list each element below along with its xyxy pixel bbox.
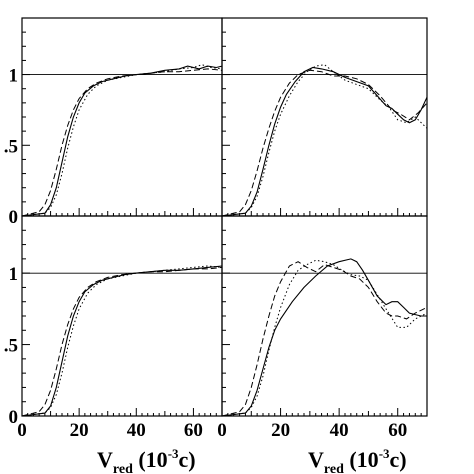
- svg-text:Vred (10-3c): Vred (10-3c): [97, 446, 196, 474]
- series-dashed-line: [221, 261, 428, 417]
- series-solid-line: [21, 65, 223, 217]
- svg-text:Vred (10-3c): Vred (10-3c): [308, 446, 407, 474]
- panel-top-left: .5 1 0: [4, 17, 223, 228]
- x-axis-title-left: Vred (10-3c): [97, 446, 196, 474]
- series-solid-line: [221, 258, 427, 417]
- y-tick-label: 1: [9, 264, 19, 285]
- x-tick-label: 20: [70, 420, 89, 441]
- series-dotted-line: [221, 259, 428, 417]
- x-tick-label: 40: [330, 420, 349, 441]
- x-tick-label: 60: [184, 420, 203, 441]
- panel-top-right: [221, 17, 428, 217]
- x-tick-label: 0: [17, 420, 27, 441]
- series-dashed-line: [221, 69, 428, 217]
- x-tick-label: 0: [217, 420, 227, 441]
- x-tick-label: 20: [271, 420, 290, 441]
- x-tick-label: 40: [127, 420, 146, 441]
- series-dotted-line: [221, 64, 428, 217]
- series-solid-line: [21, 265, 223, 417]
- y-tick-label: .5: [4, 136, 18, 157]
- x-axis-title-right: Vred (10-3c): [308, 446, 407, 474]
- y-tick-label: .5: [4, 336, 18, 357]
- y-tick-label: 1: [9, 66, 19, 87]
- x-tick-label: 60: [388, 420, 407, 441]
- series-dashed-line: [21, 68, 223, 217]
- series-dashed-line: [21, 266, 223, 417]
- series-dotted-line: [21, 64, 223, 217]
- panel-bottom-right: 0 20 40 60: [217, 215, 428, 441]
- series-dotted-line: [21, 265, 223, 417]
- y-tick-label: 0: [9, 407, 19, 428]
- series-solid-line: [221, 66, 428, 217]
- y-tick-label: 0: [9, 207, 19, 228]
- panel-bottom-left: 0 20 40 60 .5 1 0: [4, 215, 223, 441]
